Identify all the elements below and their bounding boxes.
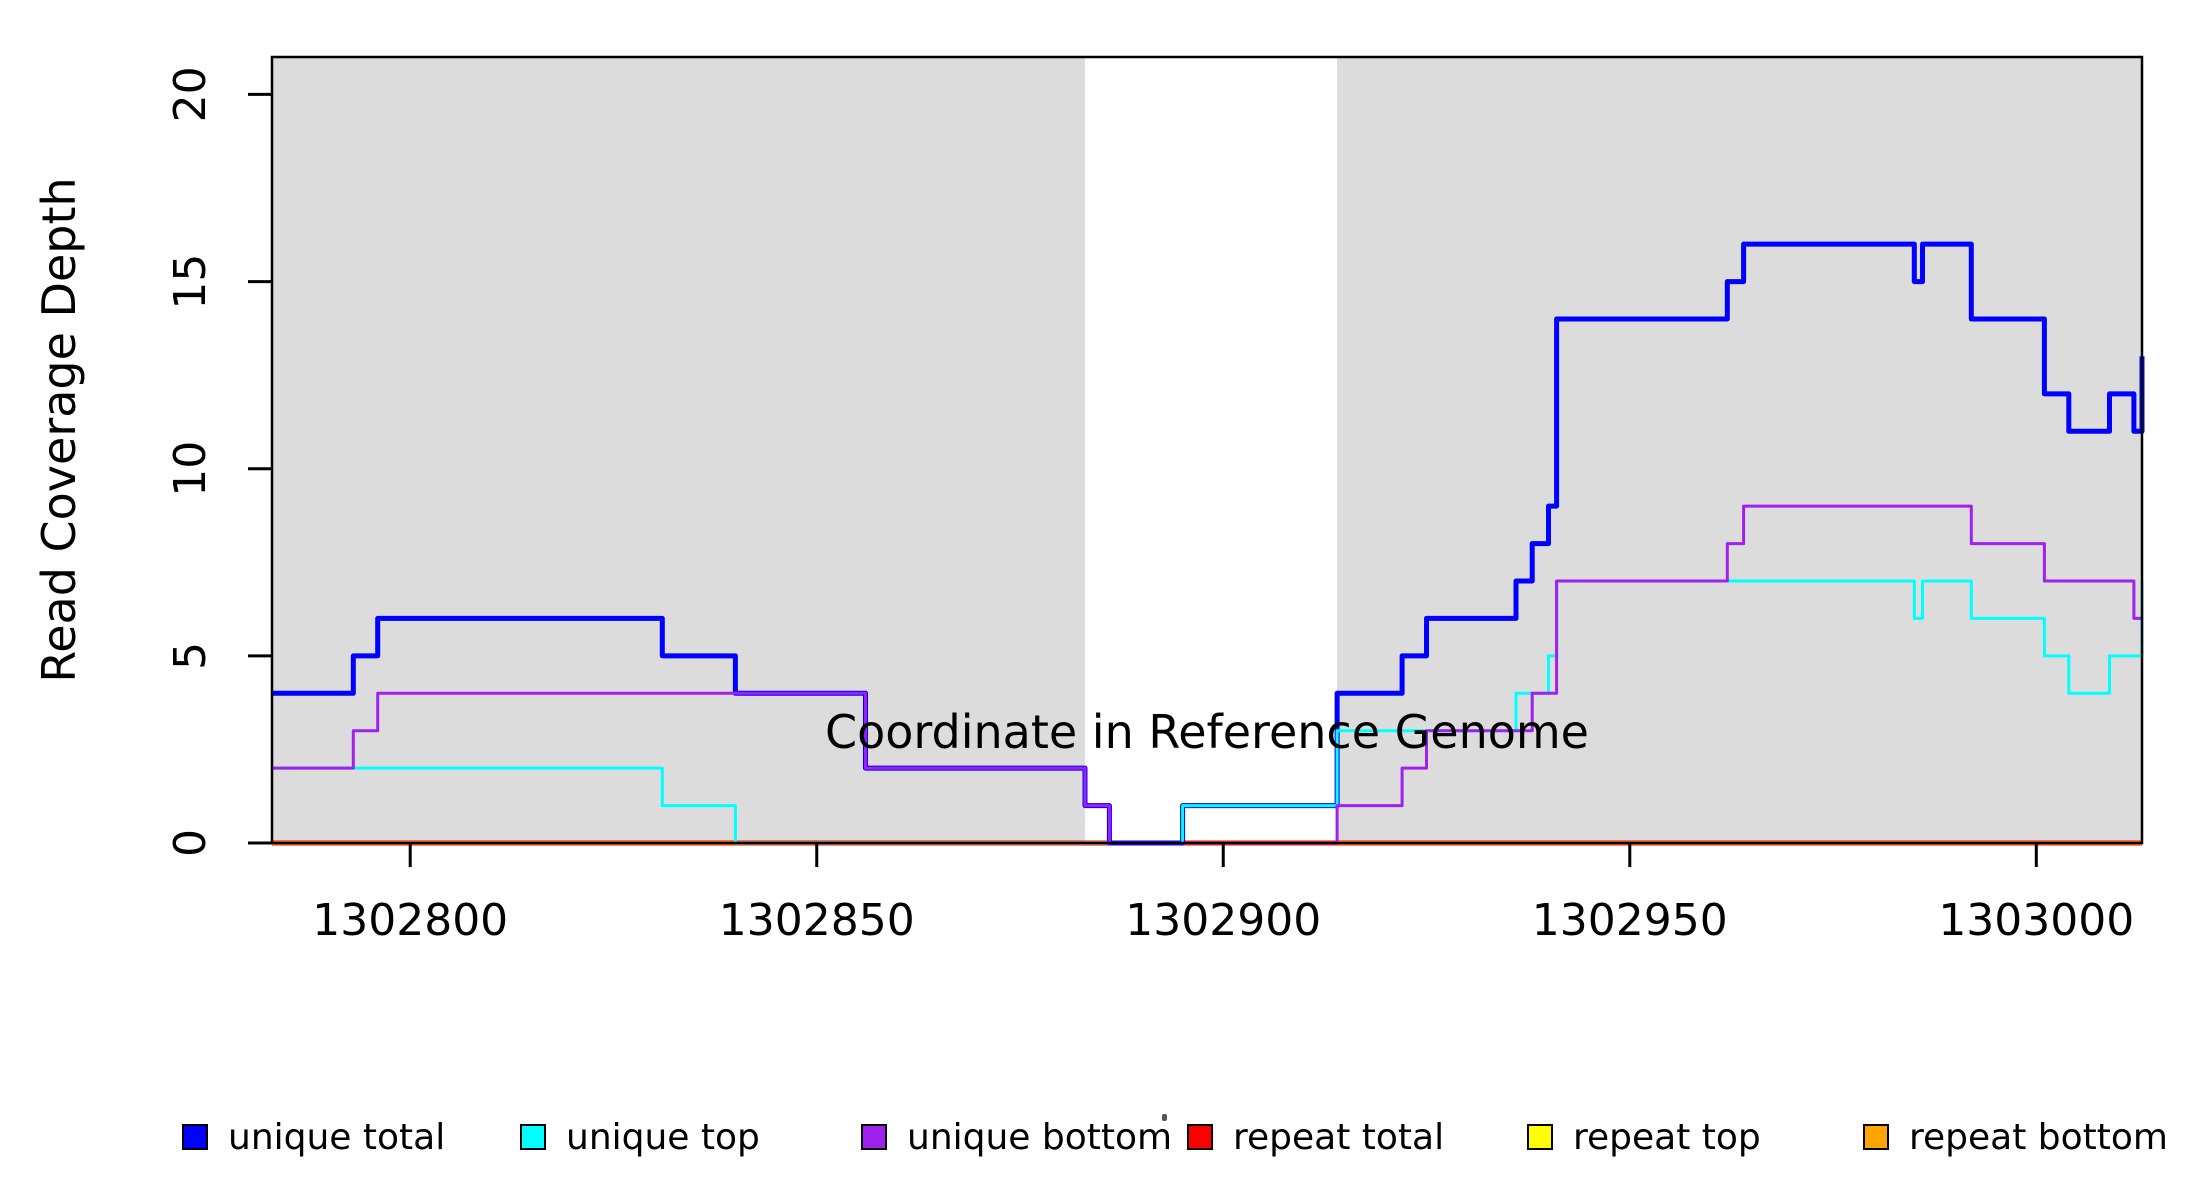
legend-label: unique total — [228, 1116, 446, 1158]
legend-swatch-unique-total-icon — [182, 1124, 208, 1150]
y-tick-label: 5 — [165, 642, 216, 670]
y-tick-label: 20 — [165, 66, 216, 122]
legend-item-repeat-bottom: repeat bottom — [1863, 1117, 2168, 1158]
x-tick-label: 1302950 — [1532, 895, 1728, 946]
plot-box — [270, 55, 2144, 845]
legend-item-unique-top: unique top — [520, 1117, 760, 1158]
legend-label: unique bottom — [907, 1116, 1173, 1158]
x-tick-label: 1302850 — [719, 895, 915, 946]
y-axis-title: Read Coverage Depth — [32, 177, 86, 682]
legend-label: repeat total — [1233, 1116, 1445, 1158]
y-tick-label: 10 — [165, 441, 216, 497]
repeat-region-shading — [272, 57, 1086, 843]
legend-swatch-repeat-total-icon — [1187, 1124, 1213, 1150]
x-tick-label: 1303000 — [1938, 895, 2134, 946]
legend-item-unique-bottom: unique bottom — [861, 1117, 1172, 1158]
repeat-region-shading — [1337, 57, 2142, 843]
legend-label: repeat bottom — [1909, 1116, 2168, 1158]
y-tick-label: 0 — [165, 829, 216, 857]
legend-swatch-unique-top-icon — [520, 1124, 546, 1150]
legend-swatch-unique-bottom-icon — [861, 1124, 887, 1150]
legend-swatch-repeat-bottom-icon — [1863, 1124, 1889, 1150]
y-tick-label: 15 — [165, 254, 216, 310]
legend-swatch-repeat-top-icon — [1527, 1124, 1553, 1150]
x-axis-title: Coordinate in Reference Genome — [825, 705, 1589, 759]
legend-item-repeat-total: repeat total — [1187, 1117, 1444, 1158]
legend-item-unique-total: unique total — [182, 1117, 445, 1158]
legend-label: repeat top — [1573, 1116, 1761, 1158]
x-tick-label: 1302900 — [1125, 895, 1321, 946]
series-line-unique-bottom — [272, 504, 2142, 845]
legend-label: unique top — [566, 1116, 760, 1158]
x-tick-label: 1302800 — [312, 895, 508, 946]
stray-mark — [1162, 1114, 1167, 1121]
legend-item-repeat-top: repeat top — [1527, 1117, 1761, 1158]
